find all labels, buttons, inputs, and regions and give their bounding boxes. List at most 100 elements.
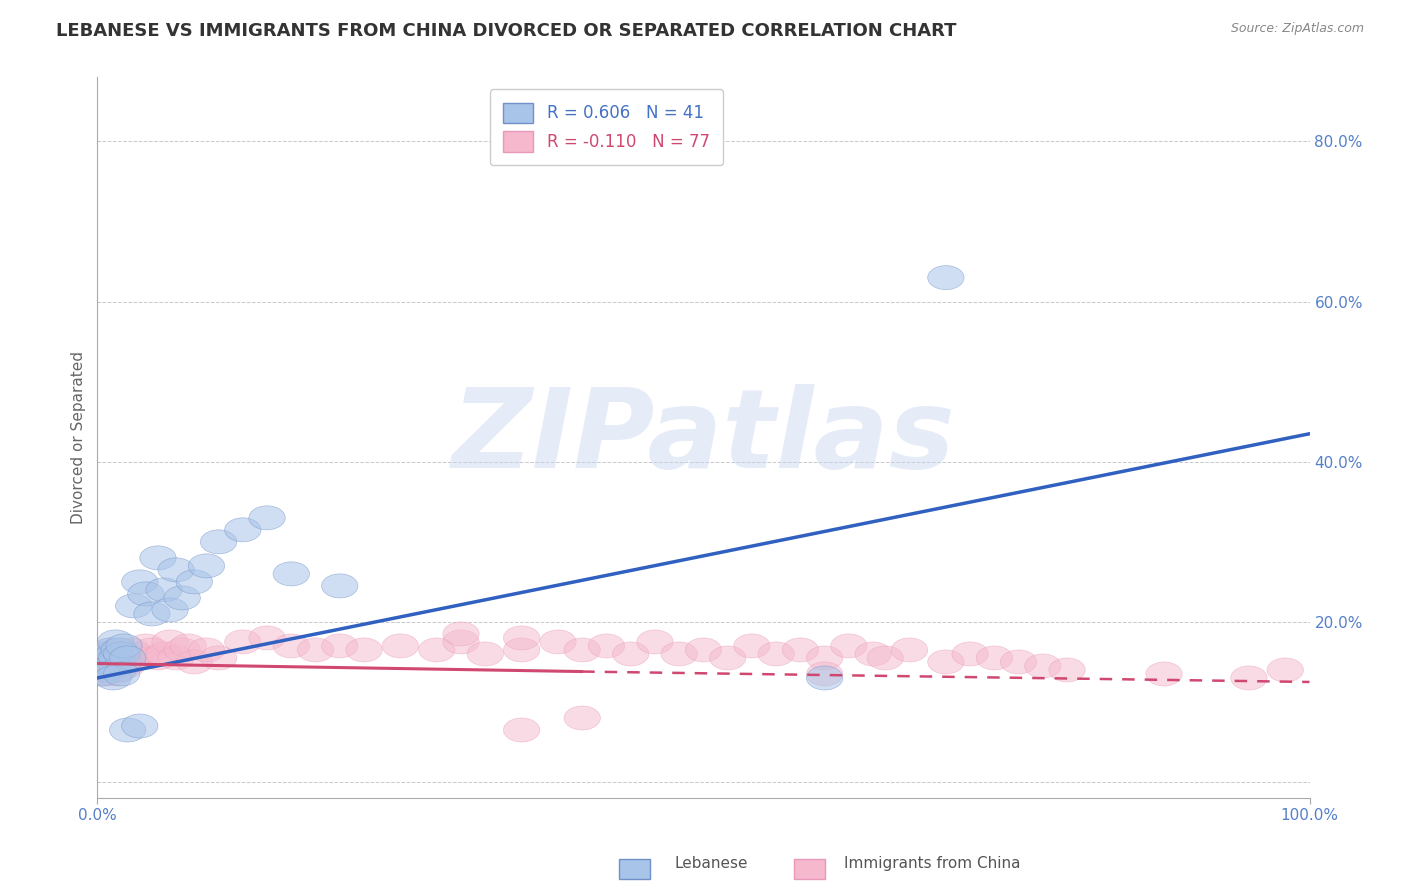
Circle shape xyxy=(165,586,201,610)
Circle shape xyxy=(96,646,131,670)
Circle shape xyxy=(111,650,148,674)
Circle shape xyxy=(710,646,745,670)
Circle shape xyxy=(121,714,157,738)
Circle shape xyxy=(121,570,157,594)
Circle shape xyxy=(100,658,136,682)
Circle shape xyxy=(297,638,333,662)
Circle shape xyxy=(976,646,1012,670)
Circle shape xyxy=(170,634,207,658)
Circle shape xyxy=(93,638,129,662)
Circle shape xyxy=(928,650,965,674)
Circle shape xyxy=(86,658,122,682)
Circle shape xyxy=(93,638,129,662)
Circle shape xyxy=(84,662,121,686)
Circle shape xyxy=(139,546,176,570)
Circle shape xyxy=(110,718,146,742)
Circle shape xyxy=(1049,658,1085,682)
Circle shape xyxy=(201,530,236,554)
Circle shape xyxy=(105,634,142,658)
Circle shape xyxy=(91,650,128,674)
Circle shape xyxy=(86,654,122,678)
Circle shape xyxy=(613,642,650,666)
Circle shape xyxy=(503,718,540,742)
Circle shape xyxy=(419,638,456,662)
Circle shape xyxy=(104,642,139,666)
Circle shape xyxy=(128,634,165,658)
Circle shape xyxy=(96,662,132,686)
Circle shape xyxy=(188,638,225,662)
Circle shape xyxy=(782,638,818,662)
Circle shape xyxy=(83,646,120,670)
Circle shape xyxy=(564,638,600,662)
Circle shape xyxy=(128,582,165,606)
Legend: R = 0.606   N = 41, R = -0.110   N = 77: R = 0.606 N = 41, R = -0.110 N = 77 xyxy=(489,89,723,165)
Circle shape xyxy=(86,646,121,670)
Circle shape xyxy=(443,630,479,654)
Circle shape xyxy=(807,646,842,670)
Circle shape xyxy=(104,662,139,686)
Circle shape xyxy=(157,646,194,670)
Circle shape xyxy=(105,642,142,666)
Circle shape xyxy=(84,662,121,686)
Circle shape xyxy=(503,638,540,662)
Circle shape xyxy=(115,594,152,618)
Circle shape xyxy=(98,646,135,670)
Circle shape xyxy=(273,634,309,658)
Circle shape xyxy=(734,634,770,658)
Circle shape xyxy=(249,506,285,530)
Circle shape xyxy=(96,666,131,690)
Circle shape xyxy=(146,642,183,666)
Circle shape xyxy=(928,266,965,290)
Circle shape xyxy=(685,638,721,662)
Circle shape xyxy=(868,646,904,670)
Circle shape xyxy=(97,630,134,654)
Circle shape xyxy=(952,642,988,666)
Circle shape xyxy=(139,646,176,670)
Circle shape xyxy=(225,630,262,654)
Circle shape xyxy=(467,642,503,666)
Circle shape xyxy=(346,638,382,662)
Circle shape xyxy=(96,654,131,678)
Circle shape xyxy=(90,654,127,678)
Circle shape xyxy=(82,650,118,674)
Circle shape xyxy=(101,658,138,682)
Y-axis label: Divorced or Separated: Divorced or Separated xyxy=(72,351,86,524)
Circle shape xyxy=(1001,650,1036,674)
Circle shape xyxy=(108,654,145,678)
Circle shape xyxy=(322,634,359,658)
Circle shape xyxy=(188,554,225,578)
Circle shape xyxy=(588,634,624,658)
Circle shape xyxy=(100,650,136,674)
Circle shape xyxy=(176,570,212,594)
Circle shape xyxy=(1146,662,1182,686)
Text: LEBANESE VS IMMIGRANTS FROM CHINA DIVORCED OR SEPARATED CORRELATION CHART: LEBANESE VS IMMIGRANTS FROM CHINA DIVORC… xyxy=(56,22,956,40)
Circle shape xyxy=(152,630,188,654)
Circle shape xyxy=(134,602,170,626)
Text: Immigrants from China: Immigrants from China xyxy=(844,856,1021,871)
Circle shape xyxy=(855,642,891,666)
Circle shape xyxy=(225,518,262,541)
Circle shape xyxy=(503,626,540,650)
Circle shape xyxy=(322,574,359,598)
Circle shape xyxy=(89,662,125,686)
Circle shape xyxy=(87,650,124,674)
Circle shape xyxy=(157,558,194,582)
Circle shape xyxy=(134,638,170,662)
Circle shape xyxy=(80,642,117,666)
Circle shape xyxy=(637,630,673,654)
Circle shape xyxy=(807,666,842,690)
Circle shape xyxy=(110,646,146,670)
Circle shape xyxy=(382,634,419,658)
Circle shape xyxy=(1025,654,1062,678)
Circle shape xyxy=(101,638,138,662)
Circle shape xyxy=(98,654,135,678)
Text: Source: ZipAtlas.com: Source: ZipAtlas.com xyxy=(1230,22,1364,36)
Circle shape xyxy=(152,598,188,622)
Circle shape xyxy=(661,642,697,666)
Circle shape xyxy=(1267,658,1303,682)
Circle shape xyxy=(807,662,842,686)
Circle shape xyxy=(91,646,128,670)
Circle shape xyxy=(121,646,157,670)
Text: Lebanese: Lebanese xyxy=(675,856,748,871)
Circle shape xyxy=(249,626,285,650)
